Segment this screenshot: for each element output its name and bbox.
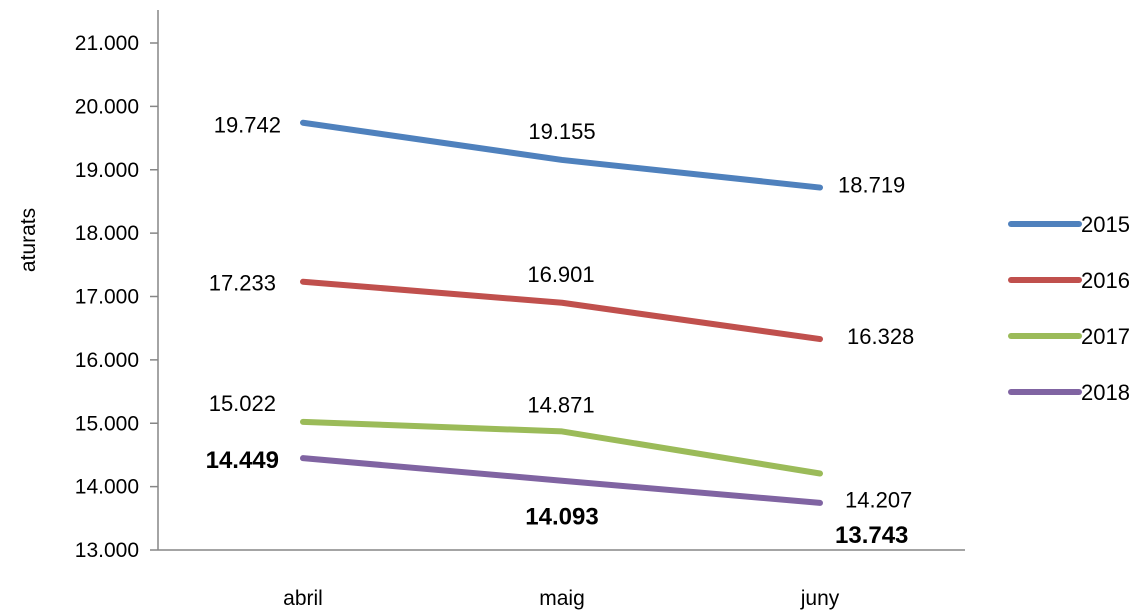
data-label: 19.742 <box>214 113 281 138</box>
series-line-2016 <box>300 278 823 343</box>
x-tick-label: maig <box>539 587 585 610</box>
series-line-2018 <box>300 455 823 506</box>
x-axis-ticks: abril maig juny <box>283 587 840 610</box>
series-lines <box>300 119 823 506</box>
data-label: 17.233 <box>209 271 276 296</box>
data-label: 19.155 <box>528 119 595 144</box>
legend-label-2017: 2017 <box>1081 324 1130 349</box>
data-label: 14.449 <box>206 447 279 474</box>
series-line-2017 <box>300 418 823 477</box>
y-tick-label: 14.000 <box>75 476 139 499</box>
data-label: 14.093 <box>525 504 598 531</box>
y-axis-label: aturats <box>17 208 40 272</box>
legend: 2015 2016 2017 2018 <box>1008 212 1130 405</box>
data-labels: 19.742 19.155 18.719 17.233 16.901 16.328 15.0… <box>206 113 915 549</box>
legend-label-2018: 2018 <box>1081 380 1130 405</box>
y-tick-label: 13.000 <box>75 539 139 562</box>
axes <box>157 10 965 551</box>
x-tick-label: abril <box>283 587 323 610</box>
y-tick-label: 20.000 <box>75 95 139 118</box>
data-label: 13.743 <box>835 522 908 549</box>
y-tick-label: 15.000 <box>75 412 139 435</box>
y-tick-label: 21.000 <box>75 32 139 55</box>
series-line-2015 <box>300 119 823 191</box>
data-label: 16.328 <box>847 324 914 349</box>
legend-label-2015: 2015 <box>1081 212 1130 237</box>
data-label: 15.022 <box>209 391 276 416</box>
y-tick-label: 19.000 <box>75 159 139 182</box>
data-label: 16.901 <box>527 262 594 287</box>
data-label: 14.207 <box>845 488 912 513</box>
x-tick-label: juny <box>800 587 840 610</box>
legend-label-2016: 2016 <box>1081 268 1130 293</box>
y-tick-label: 16.000 <box>75 349 139 372</box>
y-axis-ticks: 13.000 14.000 15.000 16.000 17.000 18.000 19.0… <box>75 32 158 562</box>
data-label: 14.871 <box>527 392 594 417</box>
y-tick-label: 17.000 <box>75 286 139 309</box>
data-label: 18.719 <box>838 173 905 198</box>
y-tick-label: 18.000 <box>75 222 139 245</box>
